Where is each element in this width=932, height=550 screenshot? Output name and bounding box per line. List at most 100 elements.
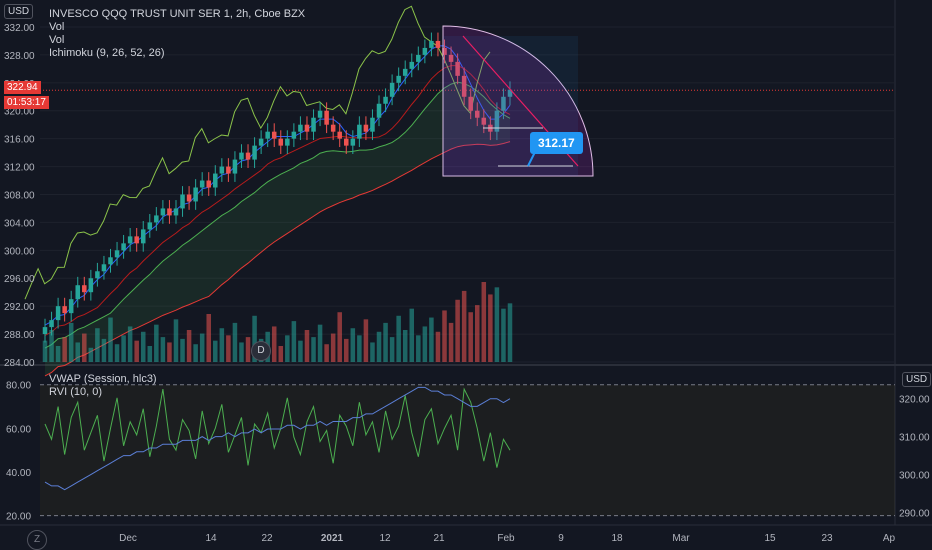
vwap-tick: 320.00 bbox=[899, 395, 930, 406]
volume-bar bbox=[55, 346, 61, 362]
volume-bar bbox=[127, 326, 133, 362]
candle-body bbox=[232, 159, 238, 174]
rvi-tick: 60.00 bbox=[6, 424, 31, 435]
lower-legend: VWAP (Session, hlc3) RVI (10, 0) bbox=[49, 373, 157, 399]
candle-body bbox=[252, 145, 257, 160]
volume-bar bbox=[42, 340, 48, 362]
currency-badge-lower[interactable]: USD bbox=[902, 372, 932, 387]
time-tick: 21 bbox=[433, 533, 445, 544]
candle-body bbox=[285, 138, 290, 146]
lower-pane: 80.00 60.00 40.00 20.00 320.00 310.00 300.00 29… bbox=[6, 381, 930, 523]
candle-body bbox=[337, 131, 342, 139]
volume-bar bbox=[140, 331, 146, 362]
volume-bar bbox=[82, 333, 87, 362]
volume-bar bbox=[468, 312, 473, 362]
volume-bar bbox=[245, 337, 251, 362]
volume-bar bbox=[226, 335, 231, 362]
volume-bar bbox=[494, 287, 500, 362]
main-legend: INVESCO QQQ TRUST UNIT SER 1, 2h, Cboe B… bbox=[49, 8, 305, 60]
volume-bar bbox=[435, 331, 441, 362]
price-tick: 320.00 bbox=[4, 107, 35, 118]
price-tick: 312.00 bbox=[4, 163, 35, 174]
candle-body bbox=[114, 250, 120, 258]
volume-bar bbox=[448, 322, 454, 362]
candle-body bbox=[422, 47, 428, 55]
volume-bar bbox=[49, 330, 54, 362]
indicator-vol-2[interactable]: Vol bbox=[49, 34, 65, 46]
candle-body bbox=[173, 208, 179, 216]
candle-body bbox=[82, 285, 87, 293]
candle-body bbox=[213, 173, 218, 188]
indicator-vol-1[interactable]: Vol bbox=[49, 21, 65, 33]
volume-bar bbox=[62, 337, 67, 362]
volume-bar bbox=[383, 322, 388, 362]
candle-body bbox=[370, 117, 375, 132]
volume-bar bbox=[180, 338, 185, 362]
symbol-title[interactable]: INVESCO QQQ TRUST UNIT SER 1, 2h, Cboe B… bbox=[49, 8, 306, 20]
volume-bar bbox=[121, 335, 126, 362]
base-line bbox=[44, 65, 511, 336]
candle-body bbox=[121, 243, 126, 251]
candle-body bbox=[68, 299, 74, 314]
candle-body bbox=[239, 152, 244, 160]
price-callout[interactable]: 312.17 bbox=[530, 132, 583, 154]
volume-bar bbox=[75, 342, 81, 362]
indicator-rvi[interactable]: RVI (10, 0) bbox=[49, 386, 102, 398]
candle-body bbox=[304, 124, 310, 132]
time-tick: 14 bbox=[205, 533, 217, 544]
volume-bar bbox=[409, 308, 415, 362]
volume-bar bbox=[344, 338, 349, 362]
candle-body bbox=[461, 75, 467, 97]
candle-body bbox=[474, 110, 480, 118]
currency-badge[interactable]: USD bbox=[4, 4, 34, 19]
volume-bar bbox=[330, 333, 336, 362]
price-tick: 316.00 bbox=[4, 135, 35, 146]
volume-bars bbox=[42, 282, 513, 362]
volume-bar bbox=[422, 326, 428, 362]
candle-body bbox=[219, 166, 225, 174]
time-tick: 2021 bbox=[321, 533, 344, 544]
volume-bar bbox=[337, 312, 342, 362]
time-tick: Ap bbox=[883, 533, 896, 544]
vwap-tick: 290.00 bbox=[899, 508, 930, 519]
candle-body bbox=[317, 110, 323, 118]
volume-bar bbox=[147, 346, 153, 362]
timezone-icon[interactable]: Z bbox=[27, 530, 47, 550]
candle-body bbox=[42, 327, 48, 335]
senkou-span-b bbox=[44, 141, 511, 377]
time-tick: 22 bbox=[261, 533, 273, 544]
candle-body bbox=[278, 138, 284, 146]
dividend-marker[interactable]: D bbox=[251, 341, 271, 361]
volume-bar bbox=[389, 337, 395, 362]
candle-body bbox=[134, 236, 139, 244]
time-axis[interactable]: Dec 14 22 2021 12 21 Feb 9 18 Mar 15 23 Ap bbox=[119, 533, 895, 544]
price-tick: 292.00 bbox=[4, 302, 35, 313]
candle-body bbox=[95, 271, 100, 279]
candle-body bbox=[226, 166, 231, 174]
volume-bar bbox=[101, 338, 107, 362]
volume-bar bbox=[252, 315, 257, 362]
last-price-tag: 322.94 bbox=[4, 81, 41, 94]
volume-bar bbox=[271, 326, 277, 362]
volume-bar bbox=[285, 335, 290, 362]
senkou-span-a bbox=[44, 81, 511, 349]
volume-bar bbox=[88, 347, 94, 362]
indicator-vwap[interactable]: VWAP (Session, hlc3) bbox=[49, 373, 157, 385]
candle-body bbox=[448, 54, 454, 62]
candle-body bbox=[344, 138, 349, 146]
price-tick: 308.00 bbox=[4, 190, 35, 201]
indicator-ichimoku[interactable]: Ichimoku (9, 26, 52, 26) bbox=[49, 47, 165, 59]
vwap-tick: 300.00 bbox=[899, 471, 930, 482]
time-tick: 23 bbox=[821, 533, 833, 544]
volume-bar bbox=[239, 342, 244, 362]
volume-bar bbox=[481, 282, 487, 362]
volume-bar bbox=[213, 340, 218, 362]
price-tick: 296.00 bbox=[4, 274, 35, 285]
candle-body bbox=[494, 110, 500, 132]
candle-body bbox=[258, 138, 264, 146]
candle-body bbox=[324, 110, 329, 125]
candle-body bbox=[383, 96, 388, 104]
candle-body bbox=[481, 117, 487, 125]
conversion-line bbox=[44, 45, 511, 326]
